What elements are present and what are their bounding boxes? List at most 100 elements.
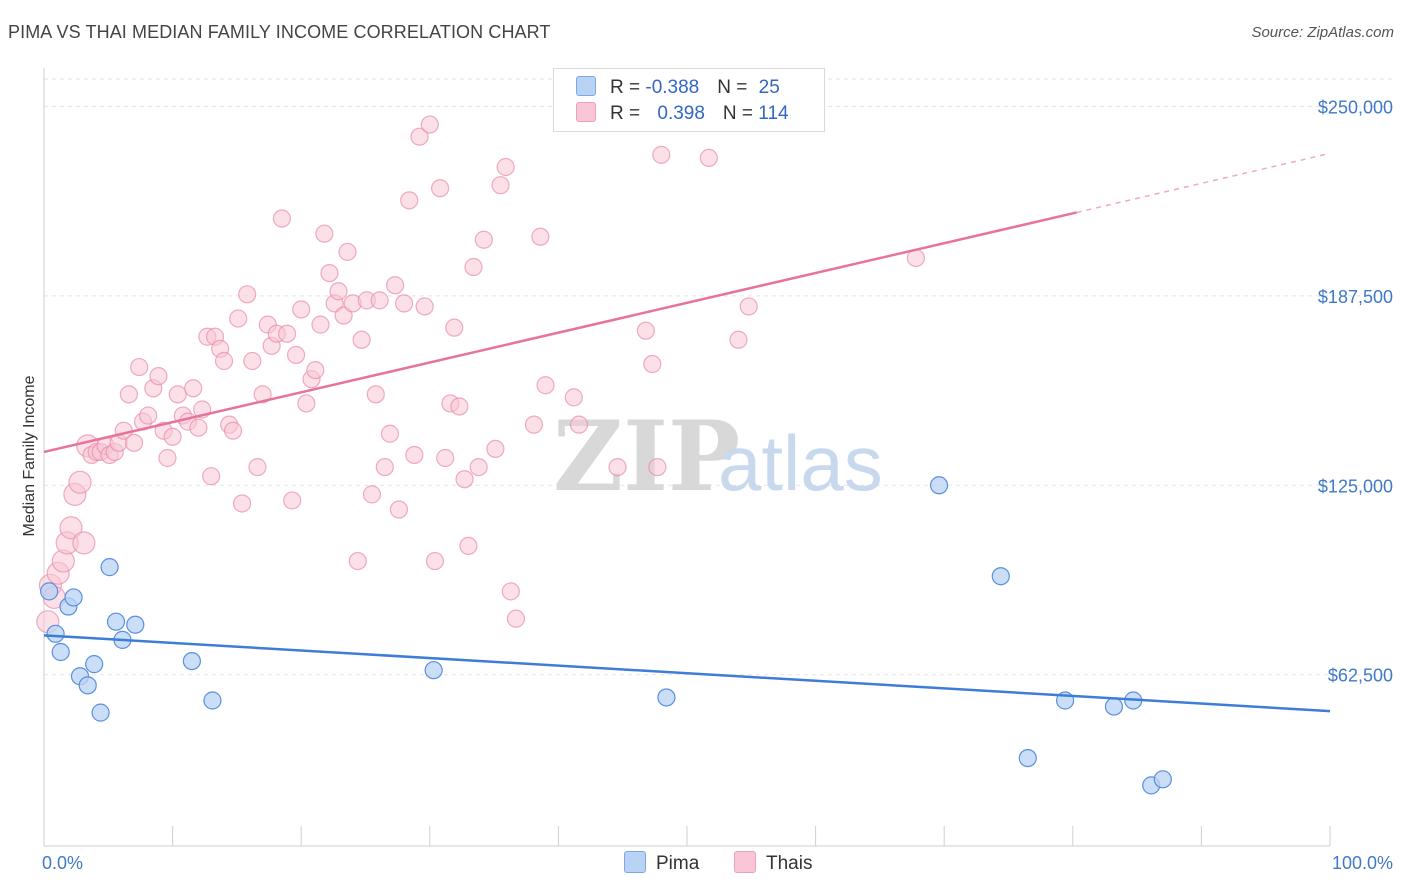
thais-point [163,427,182,446]
thais-point [202,467,221,486]
thais-point [531,227,550,246]
y-tick-label: $187,500 [1318,287,1393,307]
y-axis-label: Median Family Income [21,375,38,536]
y-tick-label: $62,500 [1328,666,1393,686]
bottom-legend-pima: Pima [624,851,699,875]
thais-point [380,424,400,443]
thais-point [223,421,243,440]
pima-point [100,558,119,577]
watermark: ZIP atlas [553,400,883,513]
thais-point [362,485,382,504]
x-tick-label-end: 100.0% [1332,853,1393,873]
pima-point [64,588,83,607]
thais-point [370,291,389,310]
thais-point [248,457,267,477]
thais-point [643,354,662,374]
thais-point [729,330,748,349]
thais-point [320,263,339,283]
thais-point [366,385,385,404]
thais-point [739,297,758,316]
thais-point [536,376,555,395]
thais-point [214,351,234,371]
thais-trend-extension [1076,152,1331,214]
bottom-legend-thais: Thais [734,851,812,875]
pima-point [929,476,949,495]
thais-point [474,230,493,249]
chart-title: PIMA VS THAI MEDIAN FAMILY INCOME CORREL… [8,22,551,42]
axes [43,68,1331,847]
thais-point [389,500,409,519]
pima-point [106,612,126,631]
pima-n-label: N = [717,77,753,98]
thais-points [36,115,926,634]
watermark-atlas: atlas [718,419,883,507]
pima-point [51,642,70,662]
stats-legend: R = -0.388 N = 25 R = 0.398 N = 114 [553,68,825,132]
thais-point [149,367,168,386]
thais-point [445,318,464,337]
pima-point [182,651,201,671]
thais-point [464,257,483,277]
thais-point [430,179,450,198]
thais-swatch [576,102,596,122]
thais-point [608,457,627,477]
thais-point [436,448,455,468]
thais-point [292,300,311,319]
thais-point [243,351,262,371]
thais-point [139,406,158,425]
thais-point [315,224,334,243]
thais-point [469,457,488,477]
legend-row-pima: R = -0.388 N = 25 [576,76,780,100]
thais-point [496,157,515,177]
thais-point [506,609,526,628]
thais-point [652,145,671,164]
pima-point [424,661,443,680]
thais-point [425,551,445,571]
pima-point [91,703,110,722]
pima-point [40,582,59,601]
pima-swatch [576,76,596,96]
thais-point [486,439,505,459]
pima-r-label: R = [610,77,646,98]
thais-point [329,282,348,301]
thais-legend-swatch [734,851,756,873]
thais-point [72,531,96,555]
pima-legend-label: Pima [656,853,700,874]
thais-point [311,315,330,334]
thais-point [394,294,414,313]
thais-point [405,445,424,465]
pima-point [657,688,676,707]
thais-point [184,379,203,398]
thais-point [297,394,316,413]
thais-point [699,148,718,168]
thais-legend-label: Thais [766,853,813,874]
pima-point [203,691,222,710]
thais-trend-line [43,211,1077,454]
thais-point [306,360,325,380]
thais-point [491,176,510,195]
pima-point [1104,697,1124,716]
thais-n-label: N = [722,103,759,124]
gridlines [44,78,1395,676]
thais-point [277,324,297,343]
chart-source: Source: ZipAtlas.com [1251,24,1394,41]
pima-point [46,624,65,643]
thais-r-label: R = [610,103,646,124]
pima-point [1018,748,1037,768]
thais-point [238,285,257,304]
thais-point [415,297,434,316]
pima-point [78,676,97,695]
pima-point [1153,770,1172,789]
pima-trend-line [43,634,1331,713]
trend-lines [43,152,1331,713]
x-tick-label-start: 0.0% [42,853,83,873]
thais-point [410,127,429,146]
x-tick-labels: 0.0% 100.0% [42,853,1393,873]
thais-point [459,536,478,556]
pima-n-value: 25 [758,77,780,98]
thais-point [524,415,544,434]
thais-point [119,385,138,404]
thais-point [253,385,272,404]
legend-row-thais: R = 0.398 N = 114 [576,102,789,126]
y-tick-labels: $62,500 $125,000 $187,500 $250,000 [1318,97,1393,685]
